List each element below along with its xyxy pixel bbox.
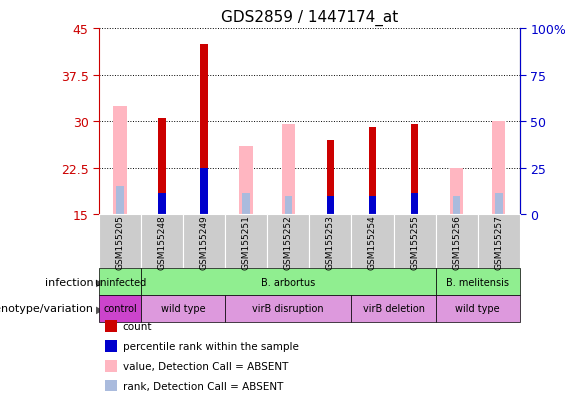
Text: genotype/variation: genotype/variation [0, 304, 93, 314]
Bar [327, 140, 334, 215]
Bar [492, 122, 506, 215]
Bar [116, 187, 124, 215]
Text: ▶: ▶ [96, 277, 103, 287]
Bar [201, 169, 208, 215]
Text: virB disruption: virB disruption [253, 304, 324, 314]
Text: value, Detection Call = ABSENT: value, Detection Call = ABSENT [123, 361, 288, 371]
Text: GSM155251: GSM155251 [242, 214, 251, 269]
Text: GSM155257: GSM155257 [494, 214, 503, 269]
Text: infection: infection [45, 277, 93, 287]
Text: ▶: ▶ [96, 304, 103, 314]
Text: GSM155248: GSM155248 [158, 214, 167, 269]
Text: virB deletion: virB deletion [363, 304, 424, 314]
Bar [240, 147, 253, 215]
Bar [495, 193, 502, 215]
Text: wild type: wild type [161, 304, 205, 314]
Bar [450, 169, 463, 215]
Text: wild type: wild type [455, 304, 500, 314]
Bar [411, 125, 418, 215]
Bar [369, 128, 376, 215]
Bar [411, 193, 418, 215]
Text: GSM155249: GSM155249 [199, 214, 208, 269]
Text: B. melitensis: B. melitensis [446, 277, 509, 287]
Bar [369, 196, 376, 215]
Bar [158, 119, 166, 215]
Text: GSM155255: GSM155255 [410, 214, 419, 269]
Text: GSM155252: GSM155252 [284, 214, 293, 269]
Text: percentile rank within the sample: percentile rank within the sample [123, 341, 298, 351]
Bar [285, 196, 292, 215]
Bar [281, 125, 295, 215]
Text: GSM155205: GSM155205 [115, 214, 124, 269]
Text: GSM155256: GSM155256 [452, 214, 461, 269]
Text: B. arbortus: B. arbortus [261, 277, 315, 287]
Text: control: control [103, 304, 137, 314]
Text: GSM155254: GSM155254 [368, 214, 377, 269]
Bar [158, 193, 166, 215]
Title: GDS2859 / 1447174_at: GDS2859 / 1447174_at [221, 10, 398, 26]
Text: count: count [123, 321, 152, 331]
Bar [242, 193, 250, 215]
Bar [201, 44, 208, 215]
Bar [453, 196, 460, 215]
Text: uninfected: uninfected [94, 277, 146, 287]
Text: GSM155253: GSM155253 [326, 214, 335, 269]
Bar [327, 196, 334, 215]
Bar [113, 106, 127, 215]
Text: rank, Detection Call = ABSENT: rank, Detection Call = ABSENT [123, 381, 283, 391]
